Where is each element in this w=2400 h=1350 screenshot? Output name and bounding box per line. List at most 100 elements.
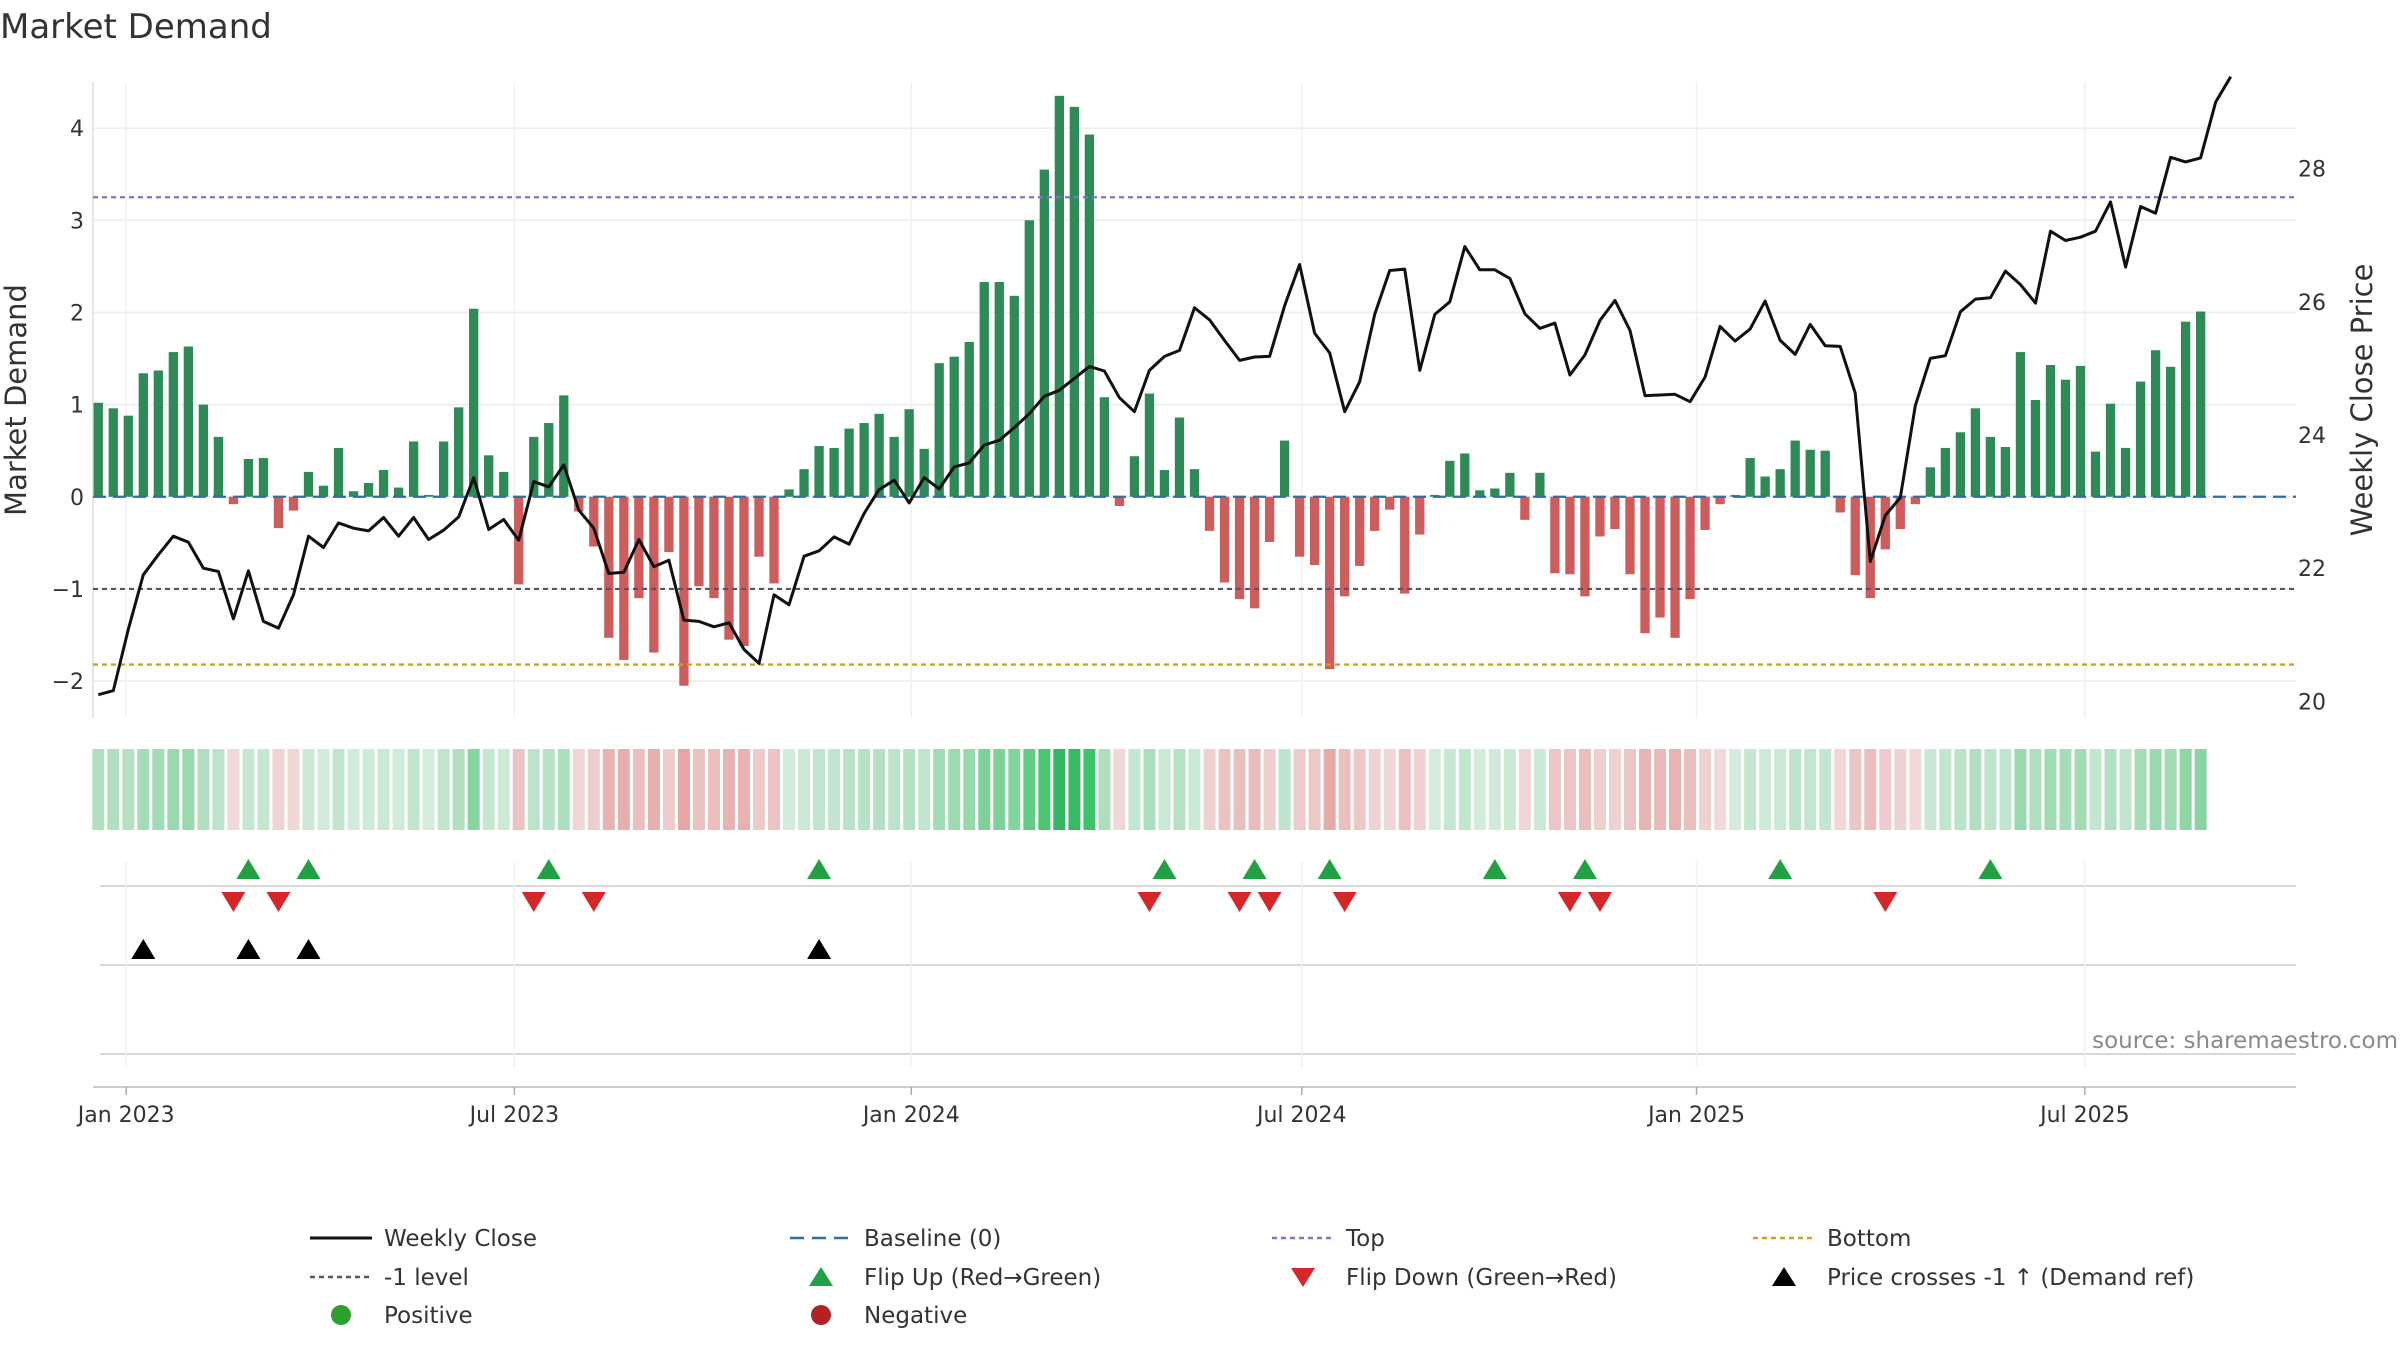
demand-bar-131	[2060, 379, 2071, 497]
strip-cell-15	[317, 749, 330, 830]
y-tick-5: 3	[70, 209, 84, 234]
strip-cell-31	[557, 749, 570, 830]
demand-bar-87	[1400, 496, 1410, 594]
flip-up-marker-1	[296, 859, 321, 879]
demand-bar-21	[408, 441, 419, 497]
flip-up-marker-0	[236, 859, 261, 879]
strip-cell-89	[1428, 749, 1441, 830]
flip-markers	[100, 859, 2296, 1068]
demand-bar-55	[919, 448, 929, 497]
strip-cell-127	[1999, 749, 2012, 830]
strip-cell-39	[677, 749, 690, 830]
flip-up-marker-9	[1768, 859, 1793, 879]
demand-bar-64	[1054, 95, 1064, 497]
strip-cell-46	[783, 749, 796, 830]
strip-cell-33	[587, 749, 600, 830]
legend-label-2: Top	[1345, 1226, 1385, 1252]
demand-bar-57	[949, 356, 959, 497]
strip-cell-35	[617, 749, 630, 830]
flip-down-marker-9	[1587, 892, 1612, 912]
strip-cell-112	[1774, 749, 1787, 830]
strip-cell-66	[1083, 749, 1096, 830]
strip-cell-84	[1353, 749, 1366, 830]
strip-cell-36	[632, 749, 645, 830]
strip-cell-11	[257, 749, 270, 830]
y-tick-6: 4	[70, 117, 84, 142]
demand-bar-65	[1069, 106, 1080, 497]
strip-cell-124	[1954, 749, 1967, 830]
demand-bar-107	[1700, 496, 1710, 530]
source-label: source: sharemaestro.com	[2092, 1028, 2398, 1054]
strip-cell-77	[1248, 749, 1261, 830]
legend-marker-8	[331, 1305, 351, 1325]
demand-bar-47	[799, 469, 809, 497]
strip-cell-129	[2029, 749, 2042, 830]
strip-cell-80	[1293, 749, 1306, 830]
y-tick-0: −2	[52, 670, 84, 695]
strip-cell-20	[392, 749, 405, 830]
strip-cell-99	[1578, 749, 1591, 830]
flip-up-marker-2	[536, 859, 561, 879]
demand-bar-14	[303, 471, 314, 497]
demand-bar-120	[1895, 496, 1905, 530]
demand-bar-63	[1039, 169, 1049, 497]
legend-marker-6	[1291, 1268, 1315, 1287]
strip-cell-113	[1789, 749, 1802, 830]
demand-bar-38	[664, 496, 674, 553]
demand-bar-60	[994, 282, 1004, 497]
demand-bar-136	[2135, 381, 2146, 497]
strip-cell-41	[707, 749, 720, 830]
demand-bar-46	[784, 489, 794, 497]
strip-cell-117	[1849, 749, 1862, 830]
x-tick-labels: Jan 2023 Jul 2023 Jan 2024 Jul 2024 Jan 2025…	[76, 1086, 2296, 1128]
demand-bar-24	[454, 407, 464, 497]
strip-cell-22	[422, 749, 435, 830]
strip-cell-130	[2044, 749, 2057, 830]
demand-bar-125	[1970, 408, 1981, 497]
demand-bar-132	[2075, 365, 2086, 497]
demand-bar-11	[258, 458, 269, 497]
strip-cell-23	[437, 749, 450, 830]
strip-cell-134	[2104, 749, 2117, 830]
demand-bar-81	[1309, 496, 1320, 565]
strip-cell-49	[828, 749, 841, 830]
demand-bar-104	[1655, 496, 1665, 618]
demand-bar-108	[1715, 496, 1725, 505]
demand-bar-77	[1249, 496, 1260, 609]
strip-cell-103	[1639, 749, 1652, 830]
strip-cell-2	[122, 749, 135, 830]
demand-bar-111	[1760, 476, 1770, 497]
demand-bar-121	[1910, 496, 1920, 505]
strip-cell-18	[362, 749, 375, 830]
strip-cell-19	[377, 749, 390, 830]
demand-bar-97	[1550, 496, 1560, 574]
strip-cell-79	[1278, 749, 1291, 830]
strip-cell-138	[2164, 749, 2177, 830]
strip-cell-59	[978, 749, 991, 830]
strip-cell-44	[753, 749, 766, 830]
demand-bar-54	[904, 409, 914, 497]
strip-cell-106	[1684, 749, 1697, 830]
demand-bar-138	[2165, 366, 2176, 497]
demand-bar-5	[168, 352, 178, 497]
strip-cell-51	[858, 749, 871, 830]
demand-bar-37	[649, 496, 659, 653]
demand-bar-117	[1850, 496, 1860, 576]
strip-cell-102	[1623, 749, 1636, 830]
strip-cell-72	[1173, 749, 1186, 830]
strip-cell-122	[1924, 749, 1937, 830]
y-tick-3: 1	[70, 394, 84, 419]
y2-axis-label: Weekly Close Price	[2345, 264, 2379, 537]
flip-down-marker-10	[1873, 892, 1898, 912]
strip-cell-29	[527, 749, 540, 830]
flip-up-marker-4	[1152, 859, 1177, 879]
flip-down-marker-3	[581, 892, 606, 912]
demand-bar-130	[2045, 364, 2056, 497]
strip-cell-70	[1143, 749, 1156, 830]
strip-cell-95	[1518, 749, 1531, 830]
demand-bar-99	[1580, 496, 1590, 597]
demand-bar-115	[1820, 450, 1830, 497]
demand-bar-137	[2150, 350, 2161, 497]
demand-bar-61	[1009, 295, 1019, 497]
strip-cell-107	[1699, 749, 1712, 830]
